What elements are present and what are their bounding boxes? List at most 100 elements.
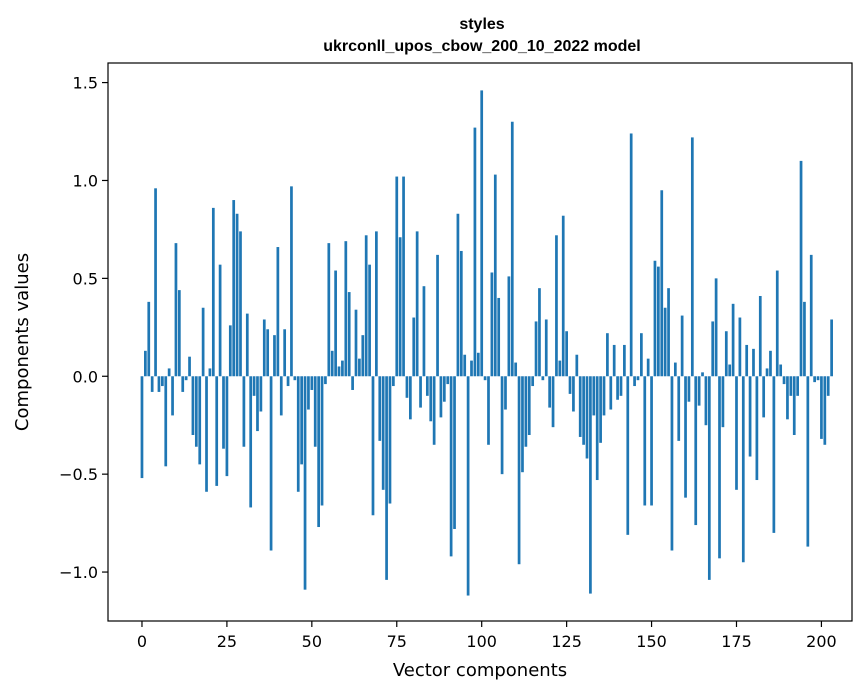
bar xyxy=(728,364,732,377)
bar xyxy=(164,376,168,467)
bar xyxy=(371,376,375,516)
bar xyxy=(704,376,708,426)
bar xyxy=(483,376,487,381)
bar xyxy=(701,372,704,377)
bar xyxy=(612,344,616,377)
bar xyxy=(439,376,443,418)
bar xyxy=(351,376,354,390)
bar xyxy=(640,333,643,377)
bar xyxy=(144,350,147,377)
bar xyxy=(290,186,293,377)
bar xyxy=(480,90,484,377)
bar xyxy=(803,301,806,377)
bar xyxy=(364,235,368,377)
bar xyxy=(606,333,609,377)
bar xyxy=(150,376,154,392)
bar xyxy=(215,376,219,486)
bar xyxy=(738,317,742,377)
bar xyxy=(184,376,188,381)
bar xyxy=(252,376,256,396)
bar xyxy=(347,292,351,377)
bar xyxy=(538,288,541,377)
bar xyxy=(830,319,833,377)
bar xyxy=(453,376,456,529)
bar xyxy=(476,352,480,377)
bar xyxy=(782,376,786,385)
bar xyxy=(806,376,810,547)
bar xyxy=(140,376,144,479)
bar xyxy=(296,376,300,492)
bar xyxy=(313,376,317,447)
bar xyxy=(154,188,157,377)
bar xyxy=(680,315,684,377)
bar xyxy=(324,376,327,385)
bar xyxy=(663,307,667,377)
bar xyxy=(456,213,460,377)
bar xyxy=(531,376,535,387)
bar xyxy=(392,376,395,387)
bar xyxy=(327,243,331,377)
bar xyxy=(259,376,263,412)
x-tick-label: 125 xyxy=(551,632,582,651)
bar xyxy=(572,376,575,412)
bars-group xyxy=(140,90,833,596)
bar xyxy=(266,329,270,377)
bar xyxy=(799,160,803,377)
bar xyxy=(378,376,382,441)
bar xyxy=(300,376,303,465)
bar xyxy=(205,376,208,492)
x-axis-ticks: 0 25 50 75 100 125 150 175 200 xyxy=(137,621,837,651)
x-tick-label: 25 xyxy=(217,632,237,651)
y-tick-label: −1.0 xyxy=(59,563,98,582)
bar xyxy=(653,260,657,377)
bar xyxy=(225,376,229,477)
bar xyxy=(449,376,453,557)
bar xyxy=(731,303,735,377)
bar xyxy=(670,376,674,551)
bar xyxy=(626,376,630,535)
bar xyxy=(242,376,246,447)
bar xyxy=(578,376,582,437)
bar xyxy=(500,376,504,475)
bar xyxy=(317,376,320,528)
bar xyxy=(609,376,613,410)
bar xyxy=(188,356,191,377)
bar xyxy=(636,376,640,381)
bar xyxy=(402,176,405,377)
bar xyxy=(650,376,653,506)
bar xyxy=(279,376,283,416)
bar xyxy=(568,376,572,394)
bar xyxy=(470,360,473,377)
bar xyxy=(269,376,273,551)
bar xyxy=(779,364,783,377)
y-tick-label: 0.0 xyxy=(73,367,98,386)
bar xyxy=(211,207,215,377)
bar xyxy=(222,376,225,449)
bar xyxy=(354,309,358,377)
x-tick-label: 0 xyxy=(137,632,147,651)
bar xyxy=(643,376,647,506)
y-tick-label: −0.5 xyxy=(59,465,98,484)
bar xyxy=(398,237,402,377)
bar xyxy=(310,376,314,390)
bar xyxy=(337,366,341,377)
bar xyxy=(677,376,681,441)
bar xyxy=(276,247,280,377)
bar xyxy=(527,376,531,435)
bar xyxy=(239,231,242,377)
x-tick-label: 100 xyxy=(466,632,497,651)
bar xyxy=(589,376,592,594)
bar xyxy=(755,376,759,481)
bar xyxy=(381,376,385,490)
bar xyxy=(473,127,477,377)
bar xyxy=(466,376,470,596)
bar xyxy=(181,376,185,392)
bar xyxy=(826,376,830,396)
bar xyxy=(510,121,514,377)
bar xyxy=(218,264,222,377)
bar xyxy=(405,376,409,398)
bar xyxy=(436,254,439,377)
bar xyxy=(548,376,551,408)
bar xyxy=(194,376,198,447)
